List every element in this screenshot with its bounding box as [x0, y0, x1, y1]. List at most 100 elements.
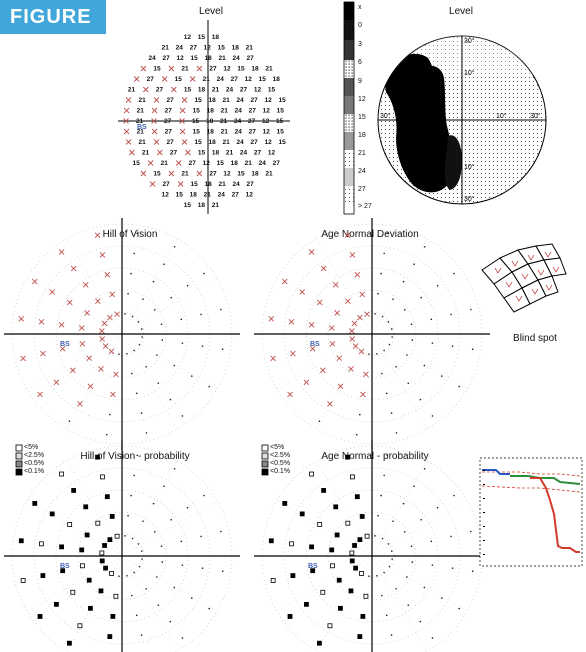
svg-text:18: 18	[232, 45, 240, 52]
scale-label: 9	[358, 78, 362, 85]
defect-marker	[319, 367, 326, 374]
defect-marker	[309, 345, 316, 352]
scale-label: 18	[358, 132, 366, 139]
svg-text:18: 18	[206, 118, 214, 125]
defect-marker	[86, 355, 93, 361]
defect-marker	[270, 355, 276, 362]
title-level-left: Level	[199, 6, 223, 17]
defect-marker	[70, 265, 77, 272]
defect-marker	[288, 319, 295, 325]
figure-label: FIGURE 2	[0, 0, 106, 62]
svg-text:21: 21	[212, 202, 220, 209]
svg-text:15: 15	[184, 87, 192, 94]
svg-text:27: 27	[251, 139, 259, 146]
svg-text:12: 12	[262, 118, 270, 125]
defect-marker	[363, 371, 369, 378]
svg-text:15: 15	[193, 108, 201, 115]
svg-text:12: 12	[254, 87, 262, 94]
blind-spot-label: BS	[310, 341, 320, 348]
defect-marker	[359, 291, 366, 298]
defect-marker	[58, 249, 65, 255]
blind-spot-label: BS	[60, 341, 70, 348]
svg-text:12: 12	[245, 76, 253, 83]
defect-marker	[37, 391, 43, 398]
scale-label: 6	[358, 59, 362, 66]
defect-marker	[87, 383, 94, 390]
svg-text:18: 18	[212, 150, 220, 157]
svg-text:21: 21	[142, 150, 150, 157]
svg-text:21: 21	[137, 129, 145, 136]
defect-marker	[308, 322, 315, 328]
svg-text:24: 24	[259, 160, 267, 167]
svg-text:24: 24	[234, 118, 242, 125]
svg-text:15: 15	[153, 66, 161, 73]
svg-text:15: 15	[176, 192, 184, 199]
defect-marker	[79, 340, 86, 347]
svg-text:21: 21	[162, 45, 170, 52]
svg-text:27: 27	[247, 181, 255, 188]
svg-text:15: 15	[259, 76, 267, 83]
svg-text:18: 18	[198, 202, 206, 209]
svg-text:12: 12	[177, 55, 185, 62]
defect-marker	[107, 314, 113, 321]
svg-text:15: 15	[133, 160, 141, 167]
defect-marker	[308, 249, 315, 255]
threshold-line-chart	[479, 457, 583, 567]
svg-text:12: 12	[203, 160, 211, 167]
svg-text:12: 12	[268, 150, 276, 157]
defect-marker	[268, 315, 275, 322]
svg-text:21: 21	[265, 171, 273, 178]
blind-spot-label: BS	[60, 563, 70, 570]
defect-marker	[348, 366, 354, 372]
svg-text:12: 12	[265, 97, 273, 104]
map-axis-label: 10°	[496, 112, 507, 120]
title-level-right: Level	[449, 6, 473, 17]
defect-marker	[328, 325, 335, 331]
svg-text:27: 27	[209, 66, 217, 73]
legend-label: <2.5%	[24, 452, 45, 459]
defect-marker	[84, 310, 90, 316]
defect-marker	[102, 343, 109, 349]
svg-text:18: 18	[198, 87, 206, 94]
map-axis-label: 10°	[464, 69, 475, 77]
hill-of-vision-plot: BS	[4, 218, 240, 450]
defect-marker	[344, 232, 351, 238]
svg-text:15: 15	[279, 139, 287, 146]
defect-marker	[349, 336, 356, 342]
svg-text:24: 24	[233, 55, 241, 62]
map-axis-label: 10°	[464, 163, 475, 171]
svg-text:12: 12	[265, 139, 273, 146]
blind-spot-label: BS	[308, 563, 318, 570]
title-hill-of-vision: Hill of Vision	[102, 229, 158, 240]
defect-marker	[320, 265, 327, 272]
svg-text:15: 15	[195, 97, 203, 104]
defect-marker	[101, 320, 108, 327]
defect-marker	[58, 322, 65, 328]
defect-marker	[354, 271, 361, 278]
svg-text:27: 27	[247, 55, 255, 62]
map-axis-label: 30°	[464, 195, 475, 203]
defect-marker	[98, 366, 104, 372]
svg-text:27: 27	[251, 97, 259, 104]
svg-text:21: 21	[221, 108, 229, 115]
svg-text:18: 18	[212, 34, 220, 41]
svg-text:24: 24	[176, 45, 184, 52]
defect-marker	[18, 315, 25, 322]
svg-text:15: 15	[195, 139, 203, 146]
svg-text:27: 27	[165, 108, 173, 115]
defect-marker	[352, 343, 359, 349]
svg-text:15: 15	[279, 97, 287, 104]
scale-label: 21	[358, 150, 366, 157]
svg-text:21: 21	[139, 139, 147, 146]
scale-label: 15	[358, 114, 366, 121]
svg-text:12: 12	[204, 45, 212, 52]
svg-text:27: 27	[164, 118, 172, 125]
scale-label: x	[358, 4, 362, 11]
svg-text:15: 15	[191, 55, 199, 62]
svg-text:21: 21	[161, 160, 169, 167]
defect-marker	[108, 348, 115, 355]
svg-text:27: 27	[232, 192, 240, 199]
svg-text:27: 27	[165, 129, 173, 136]
svg-text:12: 12	[246, 192, 254, 199]
